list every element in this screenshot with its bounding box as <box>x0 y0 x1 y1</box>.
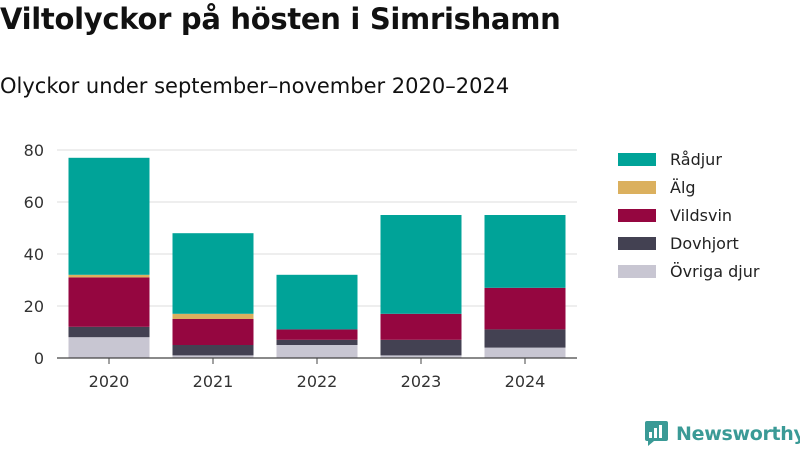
y-tick-label: 20 <box>24 297 44 316</box>
bar-segment <box>172 355 254 358</box>
x-tick-label: 2021 <box>193 372 234 391</box>
legend-label: Älg <box>670 177 696 197</box>
legend-label: Vildsvin <box>670 205 733 225</box>
legend-item: Älg <box>618 173 759 201</box>
x-tick-label: 2020 <box>89 372 130 391</box>
legend-item: Dovhjort <box>618 229 759 257</box>
chart-subtitle: Olyckor under september–november 2020–20… <box>0 74 510 98</box>
bar-segment <box>484 347 566 358</box>
legend-swatch <box>618 236 656 250</box>
brand-name: Newsworthy <box>676 422 800 445</box>
chart-legend: Rådjur Älg Vildsvin Dovhjort Övriga djur <box>618 145 759 285</box>
bar-segment <box>68 157 150 275</box>
legend-swatch <box>618 180 656 194</box>
brand: Newsworthy <box>644 420 800 447</box>
legend-swatch <box>618 264 656 278</box>
bar-segment <box>380 215 462 314</box>
bar-segment <box>68 277 150 327</box>
legend-label: Dovhjort <box>670 233 739 253</box>
y-tick-label: 80 <box>24 141 44 160</box>
bar-segment <box>172 233 254 314</box>
bar-segment <box>380 313 462 340</box>
bar-segment <box>276 329 358 340</box>
legend-item: Rådjur <box>618 145 759 173</box>
legend-item: Övriga djur <box>618 257 759 285</box>
x-tick-label: 2024 <box>505 372 546 391</box>
x-tick-label: 2023 <box>401 372 442 391</box>
legend-label: Övriga djur <box>670 261 760 281</box>
y-tick-label: 40 <box>24 245 44 264</box>
bar-segment <box>172 345 254 356</box>
bar-segment <box>484 329 566 348</box>
bar-segment <box>380 355 462 358</box>
legend-label: Rådjur <box>670 149 722 169</box>
y-tick-label: 0 <box>34 349 44 368</box>
legend-swatch <box>618 208 656 222</box>
legend-item: Vildsvin <box>618 201 759 229</box>
bar-segment <box>484 287 566 330</box>
bar-segment <box>172 319 254 345</box>
bar-segment <box>380 339 462 356</box>
bar-segment <box>276 339 358 345</box>
bar-segment <box>276 274 358 330</box>
bar-segment <box>68 326 150 338</box>
bar-segment <box>68 274 150 278</box>
x-tick-label: 2022 <box>297 372 338 391</box>
newsworthy-logo-icon <box>645 421 668 446</box>
bar-segment <box>68 337 150 358</box>
legend-swatch <box>618 152 656 166</box>
chart-title: Viltolyckor på hösten i Simrishamn <box>0 2 561 36</box>
bar-segment <box>172 313 254 319</box>
bar-segment <box>276 345 358 358</box>
bar-segment <box>484 215 566 288</box>
y-tick-label: 60 <box>24 193 44 212</box>
